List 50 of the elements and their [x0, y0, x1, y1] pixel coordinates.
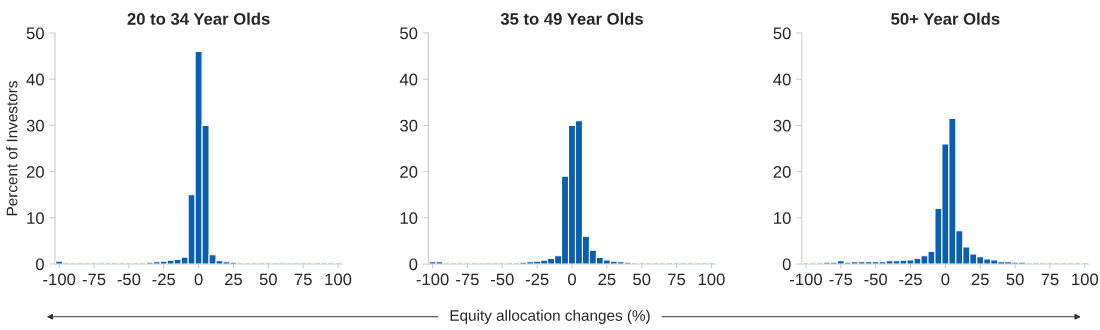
x-tick-label: -75: [456, 273, 479, 286]
y-tick-label: 20: [26, 166, 44, 178]
x-tick-label: 25: [225, 273, 243, 286]
x-tick-label: -50: [490, 273, 514, 286]
x-tick-label: -75: [829, 273, 853, 286]
y-tick-label: 30: [400, 119, 418, 132]
x-tick-label: 100: [325, 273, 352, 286]
x-tick-label: 100: [1072, 273, 1099, 286]
y-tick-label: 50: [773, 27, 791, 40]
x-tick-label: -100: [416, 273, 449, 286]
y-tick-label: 10: [27, 212, 44, 224]
y-tick-label: 40: [26, 73, 44, 86]
x-tick-label: -50: [864, 273, 888, 286]
x-tick-label: -100: [790, 273, 822, 286]
chart-title: 50+ Year Olds: [891, 12, 1000, 25]
y-tick-label: 20: [400, 166, 418, 178]
y-tick-label: 0: [782, 258, 791, 271]
y-tick-label: 40: [773, 73, 791, 86]
x-tick-label: 50: [1006, 273, 1024, 286]
x-tick-label: 50: [259, 273, 277, 286]
x-tick-label: 75: [294, 273, 312, 286]
y-tick-label: 0: [409, 258, 418, 271]
x-tick-label: -50: [117, 273, 141, 286]
x-tick-label: 25: [598, 273, 616, 286]
x-tick-label: -25: [525, 273, 549, 286]
x-tick-label: -25: [899, 273, 922, 286]
x-tick-label: 100: [698, 273, 725, 286]
x-tick-label: 25: [971, 273, 989, 286]
y-tick-label: 30: [773, 119, 791, 132]
y-tick-label: 20: [773, 166, 791, 178]
chart-title: 35 to 49 Year Olds: [500, 12, 643, 25]
x-tick-label: 75: [668, 273, 686, 286]
chart-title: 20 to 34 Year Olds: [127, 12, 270, 25]
y-tick-label: 40: [399, 73, 418, 86]
y-tick-label: 10: [774, 212, 791, 224]
y-tick-label: 50: [26, 27, 44, 40]
y-tick-label: 10: [400, 212, 418, 224]
x-tick-label: 0: [194, 273, 203, 286]
x-tick-label: -25: [152, 273, 176, 286]
x-tick-label: 50: [633, 273, 651, 286]
x-tick-label: -75: [82, 273, 106, 286]
y-axis-title: Percent of Investors: [6, 81, 18, 216]
x-tick-label: 75: [1041, 273, 1059, 286]
x-tick-label: 0: [941, 273, 950, 286]
x-tick-label: -100: [43, 273, 76, 286]
y-tick-label: 30: [26, 119, 44, 132]
y-tick-label: 0: [35, 258, 44, 271]
x-axis-title: Equity allocation changes (%): [450, 309, 650, 324]
x-tick-label: 0: [568, 273, 576, 286]
y-tick-label: 50: [400, 27, 418, 40]
